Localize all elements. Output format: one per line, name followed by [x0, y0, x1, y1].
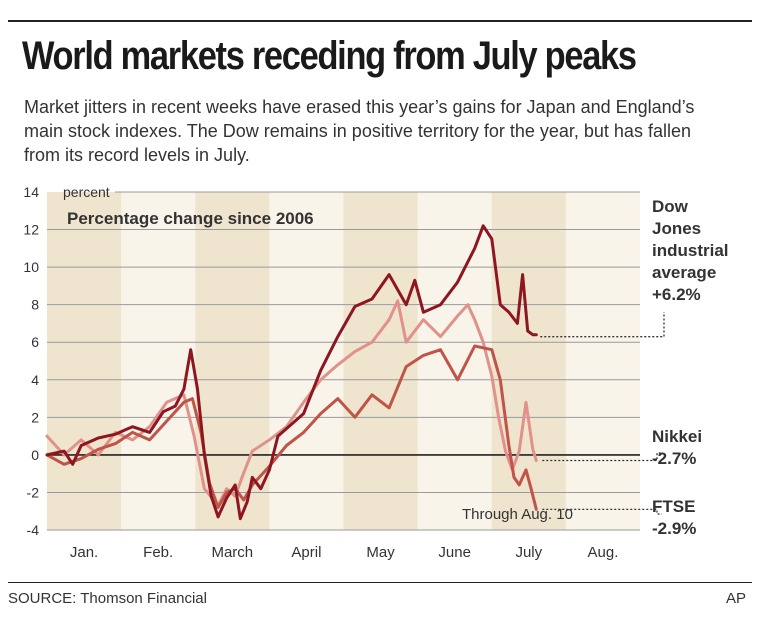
series-line-dow [45, 224, 538, 521]
month-band [491, 192, 566, 530]
x-tick-label: June [438, 544, 471, 561]
x-tick-label: Feb. [143, 544, 173, 561]
annotation-ftse: -2.9% [652, 519, 696, 538]
annotation-nikkei: Nikkei [652, 427, 702, 446]
gridlines [47, 191, 640, 531]
y-unit-label: percent [63, 184, 110, 200]
x-tick-label: May [366, 544, 395, 561]
annotation-dow: Dow [652, 197, 689, 216]
y-tick-label: 8 [31, 297, 39, 313]
line-chart: 14 12 10 8 6 4 2 0 -2 -4 percent Jan. Feb. March Apri… [23, 184, 729, 561]
series-line-nikkei [45, 299, 538, 508]
y-tick-label: 14 [23, 184, 39, 200]
annotation-dow: average [652, 263, 716, 282]
annotation-dow: industrial [652, 241, 729, 260]
x-axis-months: Jan. Feb. March April May June July Aug. [70, 544, 618, 561]
x-tick-label: Jan. [70, 544, 98, 561]
annotation-ftse: FTSE [652, 497, 695, 516]
x-tick-label: July [515, 544, 542, 561]
month-band [343, 192, 418, 530]
y-tick-label: -2 [27, 484, 40, 500]
y-tick-label: 10 [23, 259, 39, 275]
leader-dow [540, 312, 665, 338]
chart-title: Percentage change since 2006 [67, 209, 314, 228]
month-band [47, 192, 122, 530]
series-lines [45, 224, 538, 521]
annotation-leaders [540, 312, 665, 515]
y-tick-label: 6 [31, 334, 39, 350]
annotation-nikkei: -2.7% [652, 449, 696, 468]
leader-nikkei [542, 452, 662, 462]
source-credit: SOURCE: Thomson Financial [8, 590, 207, 607]
y-tick-label: 0 [31, 447, 39, 463]
y-tick-label: -4 [27, 522, 40, 538]
bottom-rule [8, 582, 752, 583]
x-tick-label: March [211, 544, 253, 561]
chart-note: Through Aug. 10 [462, 506, 573, 523]
agency-credit: AP [725, 590, 746, 607]
series-line-ftse [45, 344, 538, 511]
x-tick-label: Aug. [588, 544, 619, 561]
chart-labels: Percentage change since 2006 Through Aug.… [67, 209, 573, 523]
x-tick-label: April [291, 544, 321, 561]
top-rule [8, 20, 752, 22]
y-tick-label: 4 [31, 372, 39, 388]
y-axis-ticks: 14 12 10 8 6 4 2 0 -2 -4 percent [23, 184, 109, 538]
annotation-dow: +6.2% [652, 285, 701, 304]
series-annotations: Dow Jones industrial average +6.2% Nikkei -2.7… [652, 197, 729, 538]
leader-ftse [542, 508, 662, 515]
page-title: World markets receding from July peaks [22, 34, 637, 78]
subtitle: Market jitters in recent weeks have eras… [24, 97, 695, 165]
annotation-dow: Jones [652, 219, 701, 238]
y-tick-label: 2 [31, 409, 39, 425]
y-tick-label: 12 [23, 222, 39, 238]
